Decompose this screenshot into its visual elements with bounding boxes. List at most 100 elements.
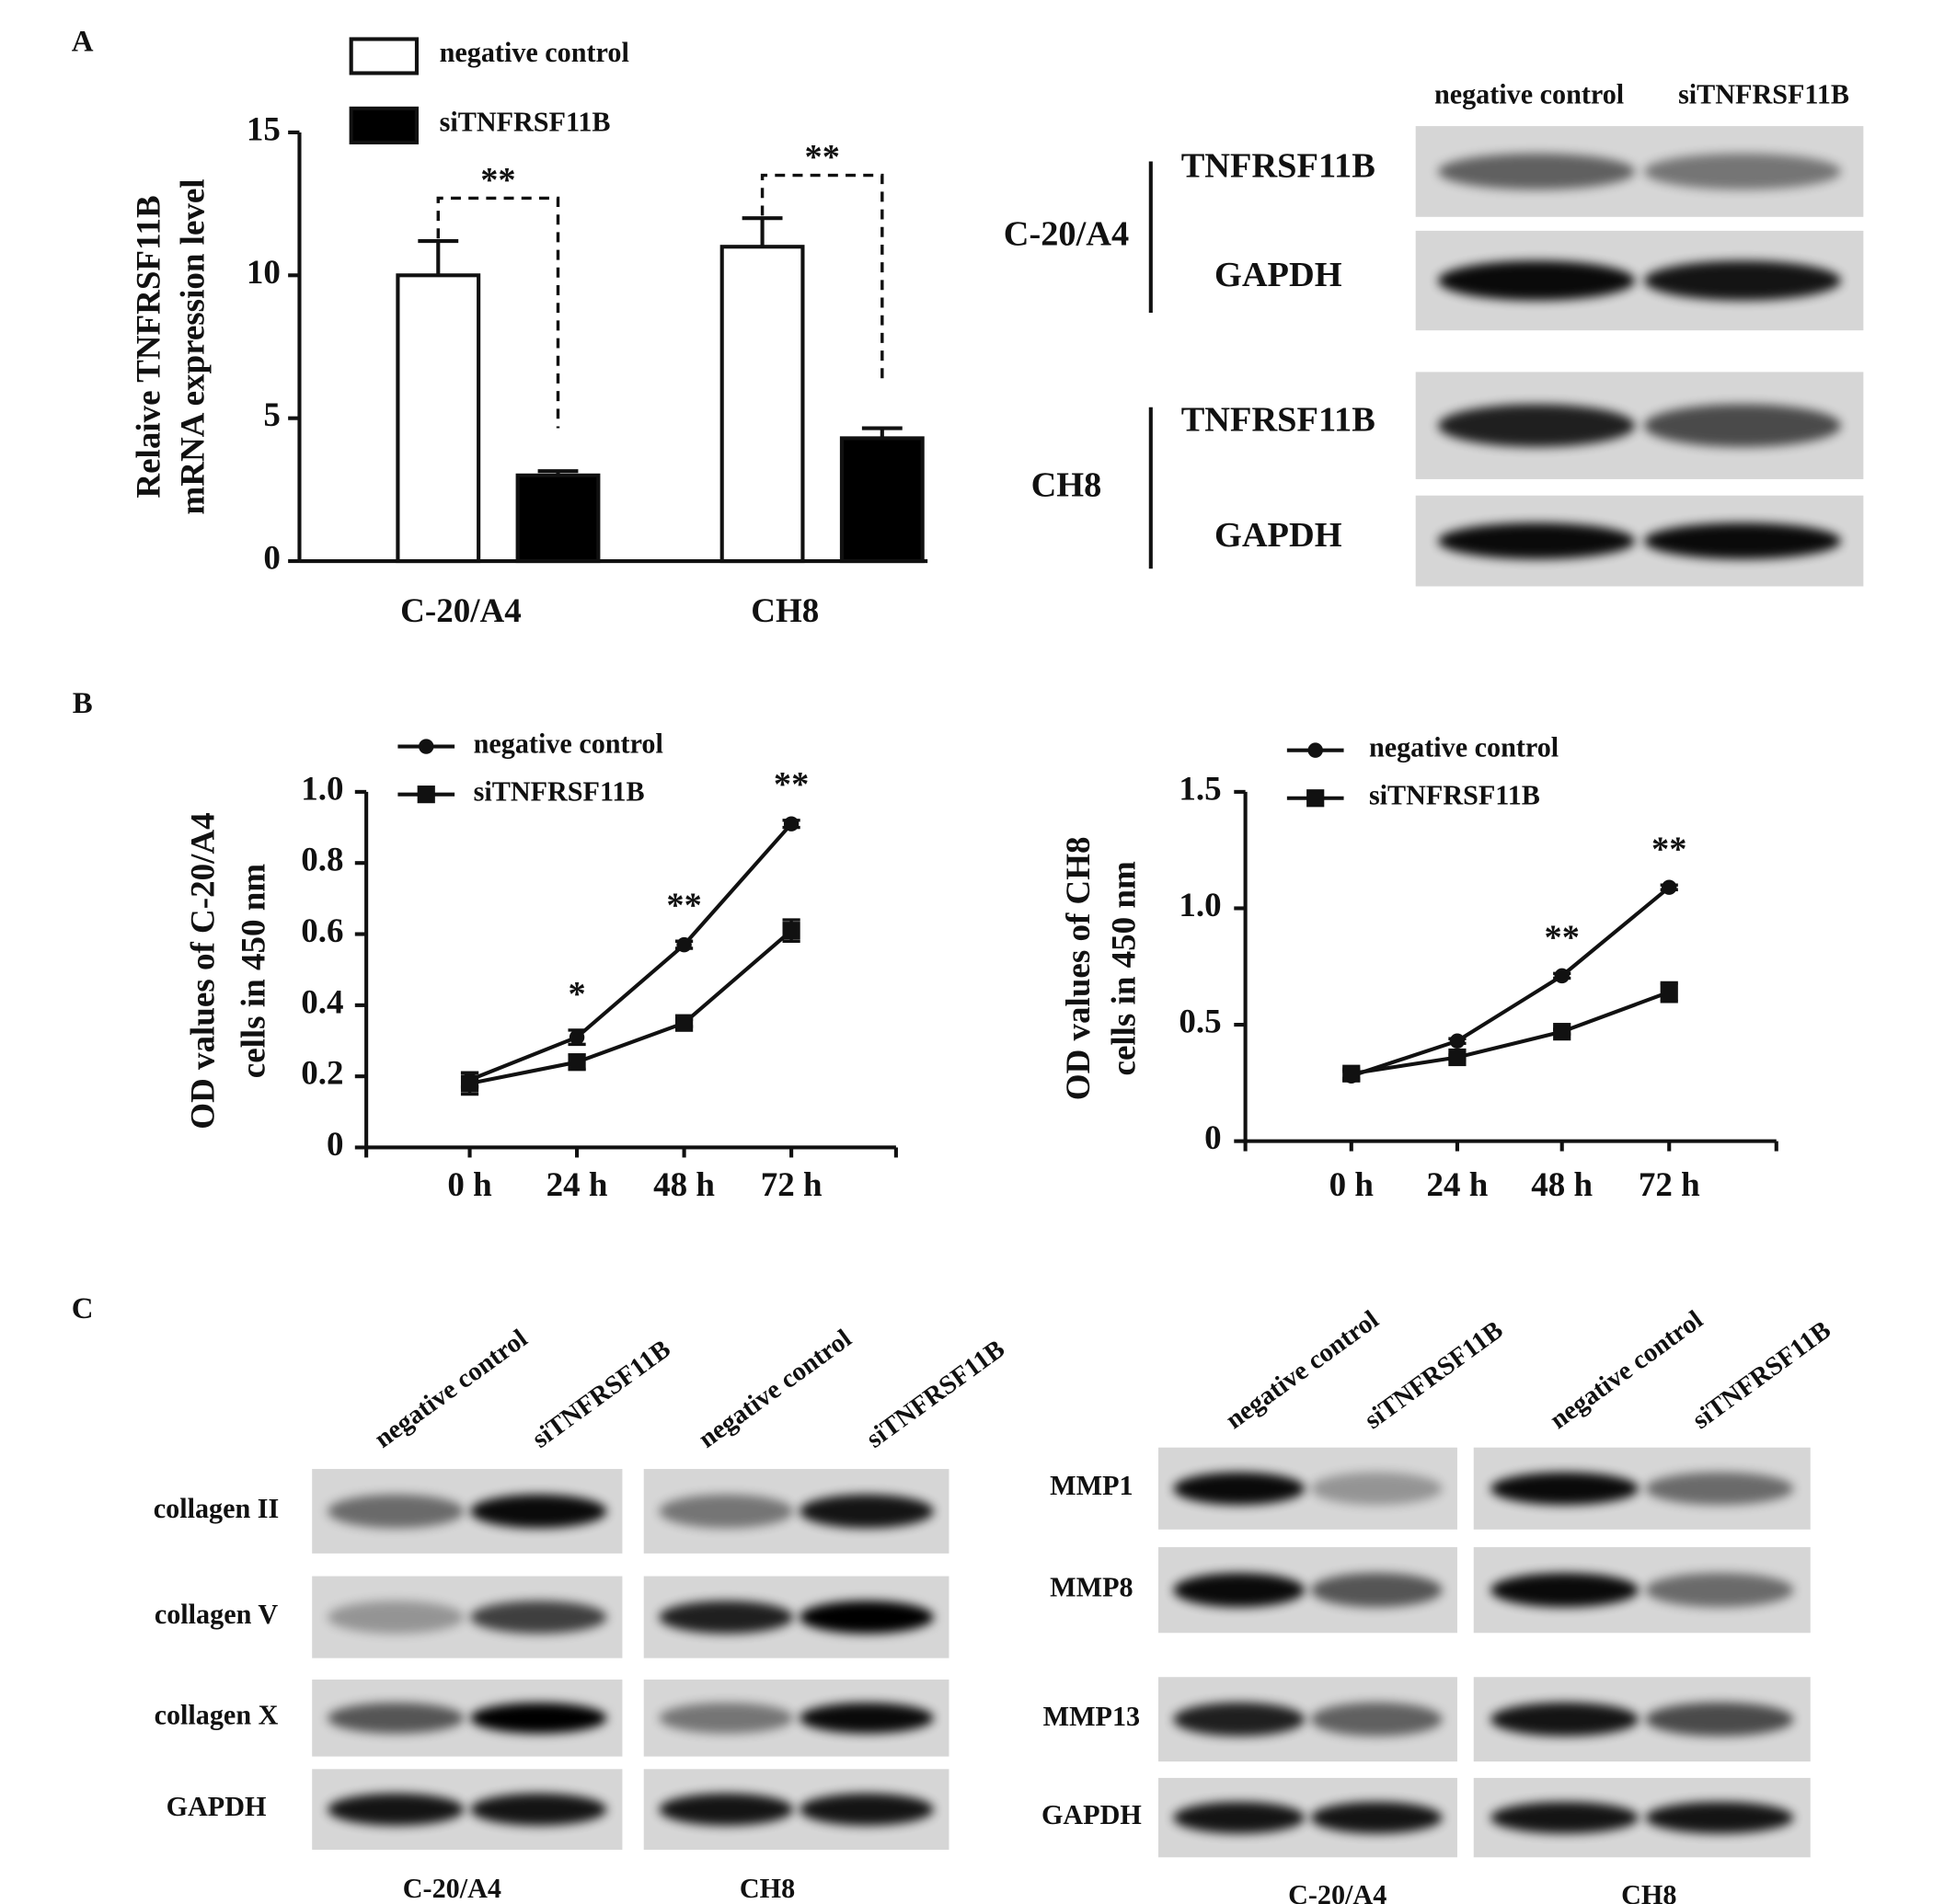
cell-label: CH8 bbox=[740, 1873, 795, 1904]
significance-label: * bbox=[568, 975, 585, 1014]
cell-label: C-20/A4 bbox=[1288, 1879, 1386, 1904]
y-axis-label: mRNA expression level bbox=[175, 178, 213, 514]
row-label: collagen II bbox=[154, 1493, 279, 1524]
point bbox=[676, 936, 692, 953]
legend-swatch bbox=[349, 37, 420, 75]
bar bbox=[515, 473, 601, 564]
row-label: MMP13 bbox=[1043, 1701, 1140, 1732]
blot-band bbox=[328, 1600, 465, 1634]
y-tick-label: 0 bbox=[1204, 1119, 1222, 1157]
point bbox=[1662, 879, 1677, 895]
blot-band bbox=[799, 1600, 934, 1634]
bar bbox=[719, 245, 805, 564]
column-label: negative control bbox=[1545, 1305, 1709, 1436]
legend-label: siTNFRSF11B bbox=[474, 776, 645, 808]
blot-band bbox=[1173, 1702, 1306, 1737]
x-tick-label: 72 h bbox=[1639, 1166, 1700, 1204]
blot-band bbox=[328, 1703, 465, 1734]
y-tick-label: 1.5 bbox=[1179, 770, 1221, 808]
blot-band bbox=[1173, 1472, 1306, 1506]
blot-band bbox=[659, 1494, 794, 1529]
y-tick-label: 1.0 bbox=[1179, 887, 1221, 924]
column-label: siTNFRSF11B bbox=[1687, 1315, 1836, 1435]
blot-band bbox=[328, 1494, 465, 1529]
blot-band bbox=[1643, 404, 1842, 447]
point bbox=[1342, 1064, 1361, 1083]
column-label: negative control bbox=[693, 1324, 857, 1454]
panel-label: B bbox=[73, 687, 93, 720]
cell-label: C-20/A4 bbox=[403, 1873, 501, 1904]
blot-band bbox=[1645, 1801, 1794, 1834]
row-label: GAPDH bbox=[167, 1791, 267, 1822]
row-label: MMP8 bbox=[1050, 1572, 1133, 1603]
significance-label: ** bbox=[1545, 919, 1580, 958]
y-axis-label: OD values of C-20/A4 bbox=[185, 812, 223, 1129]
blot-band bbox=[1173, 1573, 1306, 1608]
row-label: TNFRSF11B bbox=[1181, 401, 1375, 440]
cell-label: CH8 bbox=[1031, 465, 1102, 504]
line bbox=[469, 929, 793, 1085]
blot-band bbox=[799, 1494, 934, 1529]
point bbox=[1306, 789, 1325, 808]
y-tick-label: 0 bbox=[263, 540, 280, 578]
point bbox=[674, 1014, 694, 1032]
blot-band bbox=[1643, 153, 1842, 190]
y-tick-label: 0.2 bbox=[301, 1055, 343, 1093]
legend-label: siTNFRSF11B bbox=[440, 107, 611, 138]
blot-band bbox=[1310, 1472, 1443, 1506]
column-label: negative control bbox=[1220, 1305, 1384, 1436]
x-tick-label: 0 h bbox=[447, 1166, 492, 1204]
point bbox=[1553, 1023, 1571, 1041]
x-tick-label: 48 h bbox=[653, 1166, 715, 1204]
line bbox=[1351, 990, 1670, 1076]
legend-label: siTNFRSF11B bbox=[1369, 780, 1540, 811]
y-tick-label: 10 bbox=[247, 254, 281, 292]
point bbox=[1448, 1048, 1467, 1067]
significance-label: ** bbox=[1651, 830, 1686, 868]
blot-band bbox=[1645, 1702, 1794, 1737]
y-axis-label: cells in 450 nm bbox=[1105, 861, 1143, 1075]
significance-label: ** bbox=[666, 886, 701, 924]
blot-band bbox=[328, 1793, 465, 1826]
blot-band bbox=[1490, 1573, 1640, 1608]
panel-label: C bbox=[72, 1292, 94, 1325]
panel-label: A bbox=[72, 26, 94, 59]
point bbox=[460, 1074, 479, 1093]
y-tick-label: 15 bbox=[247, 110, 281, 148]
point bbox=[569, 1029, 585, 1045]
x-tick-label: CH8 bbox=[751, 592, 819, 630]
blot-band bbox=[470, 1793, 607, 1826]
column-label: siTNFRSF11B bbox=[1359, 1315, 1508, 1435]
x-tick-label: 24 h bbox=[547, 1166, 608, 1204]
point bbox=[1554, 968, 1570, 984]
blot-band bbox=[1490, 1702, 1640, 1737]
blot-band bbox=[1438, 404, 1636, 447]
blot-band bbox=[1310, 1801, 1443, 1834]
y-axis-label: OD values of CH8 bbox=[1060, 836, 1098, 1100]
blot-band bbox=[1310, 1573, 1443, 1608]
y-axis-label: Relaive TNFRSF11B bbox=[131, 195, 168, 498]
x-tick-label: 48 h bbox=[1531, 1166, 1593, 1204]
significance-label: ** bbox=[774, 765, 809, 804]
column-label: siTNFRSF11B bbox=[861, 1334, 1010, 1453]
bar bbox=[396, 273, 481, 564]
legend-swatch bbox=[349, 106, 420, 144]
point bbox=[782, 922, 800, 940]
significance-label: ** bbox=[480, 161, 515, 200]
column-label: siTNFRSF11B bbox=[1678, 78, 1849, 109]
blot-band bbox=[1645, 1573, 1794, 1608]
y-tick-label: 0.5 bbox=[1179, 1004, 1221, 1041]
column-label: siTNFRSF11B bbox=[526, 1334, 675, 1453]
point bbox=[783, 816, 800, 832]
x-tick-label: 72 h bbox=[761, 1166, 823, 1204]
point bbox=[1449, 1033, 1466, 1049]
y-tick-label: 1.0 bbox=[301, 770, 343, 808]
row-label: TNFRSF11B bbox=[1181, 147, 1375, 186]
bar bbox=[839, 436, 925, 564]
point bbox=[417, 786, 435, 804]
blot-band bbox=[799, 1793, 934, 1826]
significance-bracket bbox=[760, 173, 884, 385]
blot-band bbox=[1490, 1801, 1640, 1834]
